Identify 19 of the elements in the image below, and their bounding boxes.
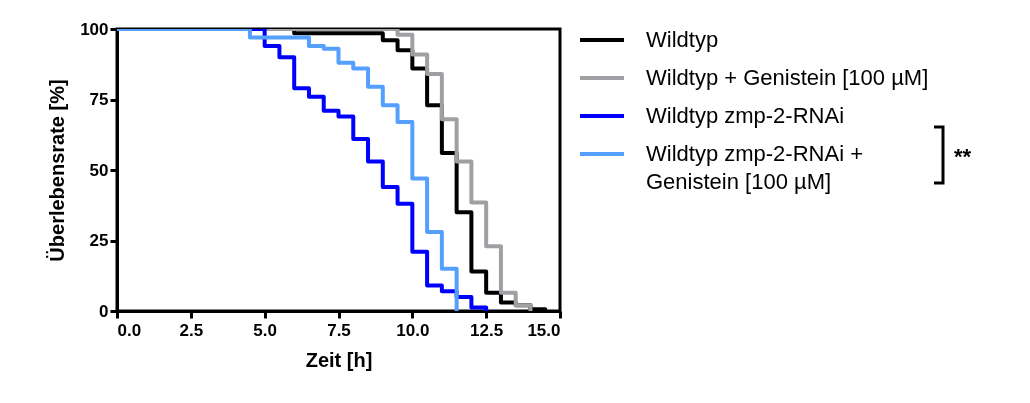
y-axis-title: Überlebensrate [%]	[46, 79, 69, 262]
x-tick-label: 10.0	[396, 320, 430, 340]
legend-label: Wildtyp + Genistein [100 µM]	[646, 64, 929, 92]
y-tick-label: 25	[89, 231, 109, 250]
x-tick-label: 12.5	[470, 320, 504, 340]
x-axis-title: Zeit [h]	[305, 348, 373, 371]
y-tick-label: 0	[99, 301, 109, 321]
x-tick-label: 0.0	[117, 320, 142, 340]
y-tick-label: 100	[80, 19, 109, 39]
x-tick-label: 5.0	[253, 320, 277, 340]
y-tick-label: 75	[89, 90, 109, 109]
x-tick-label: 15.0	[527, 320, 561, 340]
legend-label: Wildtyp zmp-2-RNAi + Genistein [100 µM]	[646, 140, 864, 196]
y-tick-label: 50	[89, 160, 109, 180]
text: **	[954, 144, 972, 170]
legend-label: Wildtyp	[646, 26, 719, 54]
legend-label: Wildtyp zmp-2-RNAi	[646, 102, 845, 130]
x-tick-label: 2.5	[179, 320, 204, 340]
x-tick-label: 7.5	[327, 320, 351, 340]
